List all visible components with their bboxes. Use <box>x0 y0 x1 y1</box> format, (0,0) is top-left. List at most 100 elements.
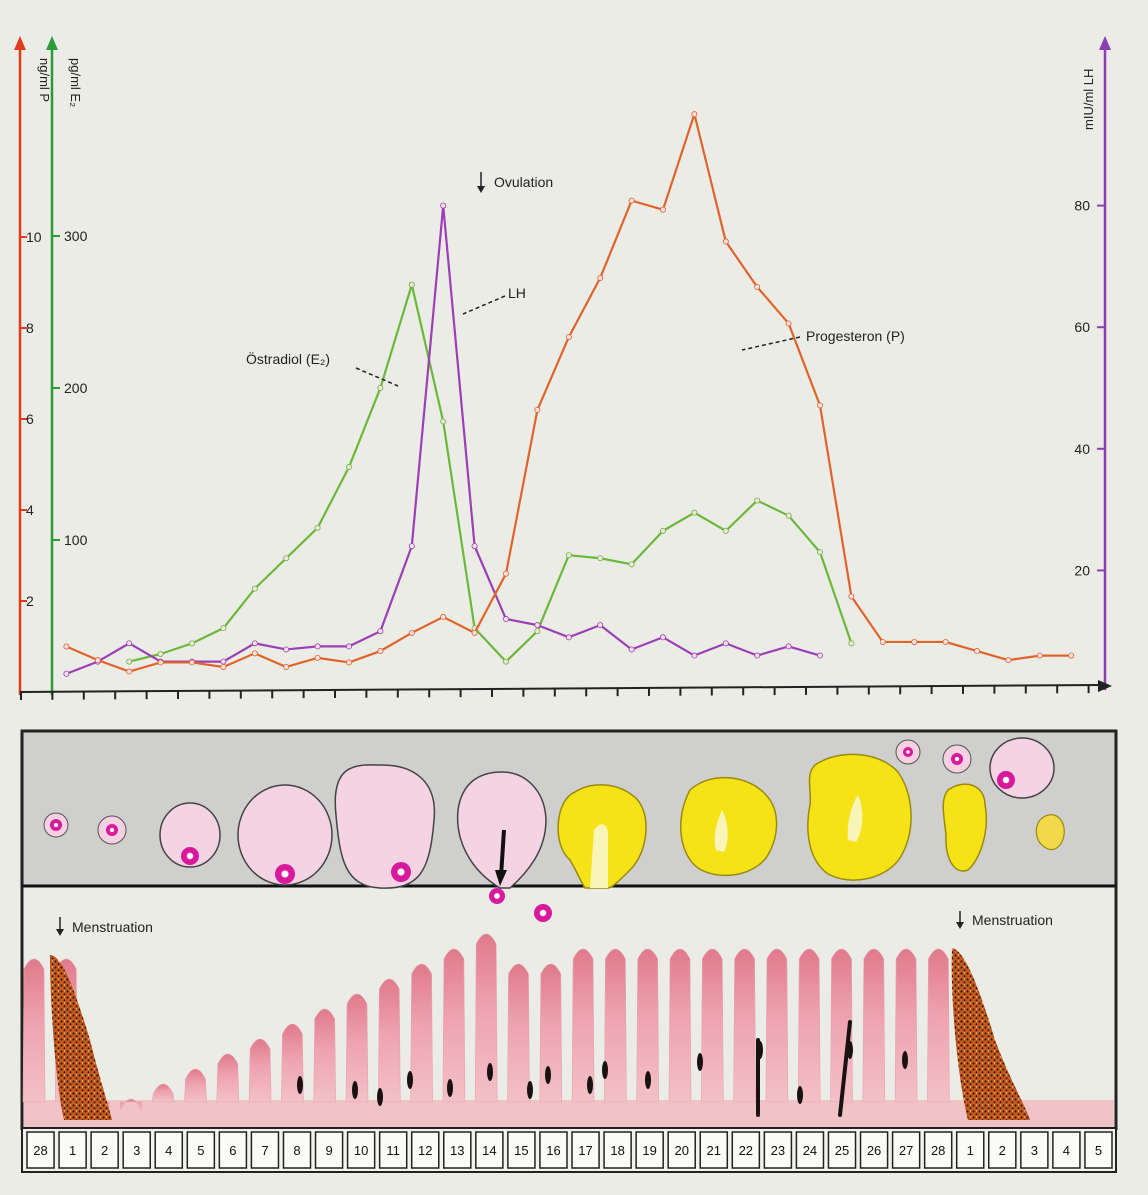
endometrium-column <box>313 1008 337 1103</box>
ovulation-annotation: Ovulation <box>477 172 553 193</box>
data-point <box>565 334 572 341</box>
corpus-luteum-mature <box>807 753 912 881</box>
data-point <box>1036 652 1043 659</box>
endometrium-column <box>22 958 46 1103</box>
series-p <box>63 111 1075 675</box>
progesterone-tick-label: 2 <box>26 593 34 609</box>
endometrium-column <box>927 948 950 1103</box>
corpus-luteum-early <box>557 784 647 889</box>
day-cell <box>475 1131 504 1169</box>
gland <box>527 1081 533 1099</box>
data-point <box>974 648 981 655</box>
data-point <box>283 646 290 653</box>
data-point <box>817 652 824 659</box>
day-axis <box>19 680 1112 700</box>
data-point <box>879 638 886 645</box>
day-cell <box>763 1131 793 1169</box>
data-point <box>597 274 604 281</box>
day-cell <box>1084 1131 1113 1169</box>
data-point <box>408 281 415 288</box>
endometrium-column <box>604 948 627 1103</box>
progesteron-series-label: Progesteron (P) <box>806 328 905 344</box>
endometrium-column <box>894 948 918 1103</box>
day-cell <box>731 1131 761 1169</box>
day-cell <box>635 1131 664 1169</box>
data-point <box>597 622 604 629</box>
day-label: 13 <box>450 1143 464 1158</box>
series-line <box>128 283 853 663</box>
endometrium-column <box>474 933 498 1103</box>
lh-tick-label: 80 <box>1074 198 1090 214</box>
gland <box>602 1061 608 1079</box>
gland <box>297 1076 303 1094</box>
data-point <box>817 549 824 556</box>
series-line <box>66 204 821 675</box>
spiral-artery <box>838 1020 852 1117</box>
endometrium-column <box>636 948 660 1103</box>
day-cell <box>250 1131 280 1169</box>
gland <box>697 1053 703 1071</box>
day-label: 22 <box>739 1143 753 1158</box>
day-label: 28 <box>931 1143 945 1158</box>
day-label: 3 <box>1031 1143 1038 1158</box>
day-label: 23 <box>771 1143 785 1158</box>
day-label: 9 <box>325 1143 332 1158</box>
estradiol-tick-label: 200 <box>64 380 88 396</box>
day-cell <box>443 1131 472 1169</box>
menstruation-right-label: Menstruation <box>972 912 1053 928</box>
data-point <box>440 418 447 425</box>
data-point <box>314 524 321 531</box>
endometrium-column <box>345 993 369 1103</box>
released-ovum <box>489 888 505 904</box>
day-cell <box>699 1131 729 1169</box>
lh-annotation: LH <box>462 285 526 315</box>
data-point <box>377 384 384 391</box>
data-point <box>251 650 258 657</box>
data-point <box>188 640 195 647</box>
data-point <box>754 497 761 504</box>
data-point <box>502 616 509 623</box>
estradiol-series-label: Östradiol (E₂) <box>246 350 330 367</box>
day-label: 7 <box>261 1143 268 1158</box>
data-point <box>94 657 101 664</box>
gland <box>902 1051 908 1069</box>
day-label: 5 <box>197 1143 204 1158</box>
cycle-day-strip: 28 1 2 3 4 5 6 7 8 9 10 11 12 13 14 15 16 17 18 19 20 21 22 23 2… <box>21 1127 1117 1173</box>
data-point <box>660 527 667 534</box>
data-point <box>502 570 509 577</box>
gland <box>545 1066 551 1084</box>
menstruation-left-annotation: Menstruation <box>56 917 153 936</box>
lh-tick-label: 60 <box>1074 319 1090 335</box>
day-label: 19 <box>642 1143 656 1158</box>
menstruation-left-label: Menstruation <box>72 919 153 935</box>
progesteron-annotation: Progesteron (P) <box>741 328 905 351</box>
new-follicle-2 <box>942 744 972 774</box>
day-cell <box>891 1131 921 1169</box>
data-point <box>126 640 133 647</box>
data-point <box>722 640 729 647</box>
endometrium-column <box>151 1083 175 1103</box>
day-label: 28 <box>33 1143 47 1158</box>
day-label: 8 <box>293 1143 300 1158</box>
data-point <box>377 648 384 655</box>
estradiol-axis-title: pg/ml E₂ <box>68 58 83 107</box>
day-cell <box>507 1131 536 1169</box>
endometrium-column <box>797 948 821 1103</box>
data-point <box>628 561 635 568</box>
lh-series-label: LH <box>508 285 526 301</box>
day-label: 24 <box>803 1143 817 1158</box>
endometrium-column <box>571 948 595 1103</box>
gland <box>487 1063 493 1081</box>
progesterone-axis: 2 4 6 8 10 ng/ml P <box>14 36 52 695</box>
day-cell <box>859 1131 889 1169</box>
day-cell <box>218 1131 248 1169</box>
data-point <box>345 659 352 666</box>
day-label: 18 <box>610 1143 624 1158</box>
day-cell <box>90 1131 119 1169</box>
data-point <box>691 509 698 516</box>
data-point <box>911 638 918 645</box>
shedding-endometrium-right <box>951 948 1030 1120</box>
day-label: 21 <box>707 1143 721 1158</box>
data-point <box>63 670 70 677</box>
estradiol-axis: 100 200 300 pg/ml E₂ <box>46 36 88 695</box>
